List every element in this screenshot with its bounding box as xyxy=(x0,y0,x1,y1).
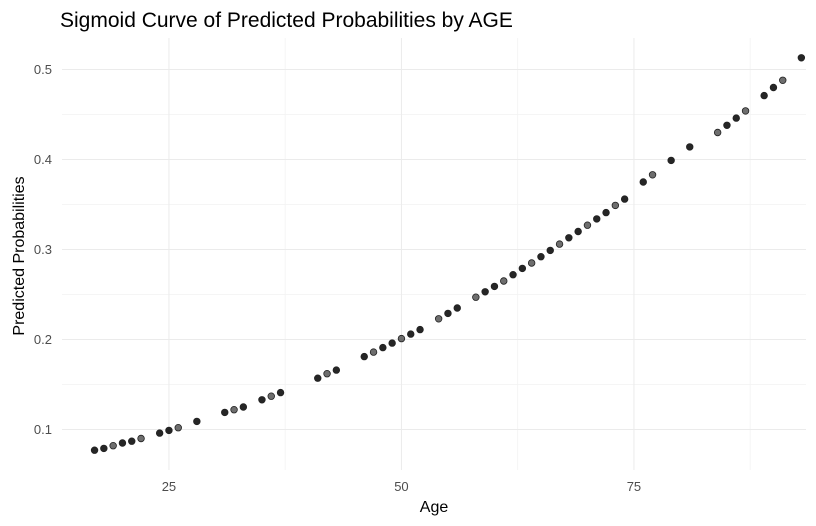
data-point xyxy=(109,442,117,450)
data-point xyxy=(527,259,536,267)
data-point xyxy=(128,437,136,445)
data-point xyxy=(100,444,108,453)
data-point xyxy=(574,227,582,236)
y-tick-label: 0.2 xyxy=(34,332,52,347)
data-point xyxy=(267,392,275,400)
data-point xyxy=(741,107,750,115)
y-tick-label: 0.3 xyxy=(34,242,52,257)
data-point xyxy=(565,234,573,242)
data-point xyxy=(193,417,201,426)
data-point xyxy=(174,424,182,432)
data-point xyxy=(416,325,424,334)
data-point xyxy=(490,282,499,291)
data-point xyxy=(537,253,545,261)
y-tick-label: 0.4 xyxy=(34,152,52,167)
y-axis-title: Predicted Probabilities xyxy=(11,176,28,335)
tick-labels: 25 50 75 0.1 0.2 0.3 0.4 0.5 xyxy=(34,62,641,494)
data-point xyxy=(555,240,564,248)
data-point xyxy=(648,171,657,179)
data-point xyxy=(797,54,806,62)
data-points xyxy=(90,54,806,454)
data-point xyxy=(397,334,406,343)
data-point xyxy=(713,128,722,137)
data-point xyxy=(314,374,322,382)
data-point xyxy=(667,156,675,165)
data-point xyxy=(760,91,768,100)
data-point xyxy=(434,315,443,323)
data-point xyxy=(593,215,601,223)
data-point xyxy=(472,293,480,301)
x-tick-label: 25 xyxy=(162,479,176,494)
y-tick-label: 0.5 xyxy=(34,62,52,77)
data-point xyxy=(732,114,740,122)
x-tick-label: 50 xyxy=(394,479,408,494)
data-point xyxy=(546,246,554,255)
data-point xyxy=(369,348,378,356)
data-point xyxy=(258,396,266,404)
data-point xyxy=(230,406,238,414)
data-point xyxy=(518,264,527,273)
chart-title: Sigmoid Curve of Predicted Probabilities… xyxy=(60,9,513,32)
data-point xyxy=(221,408,229,417)
data-point xyxy=(611,201,620,210)
data-point xyxy=(332,366,341,374)
data-point xyxy=(379,343,387,352)
data-point xyxy=(239,403,248,411)
data-point xyxy=(583,221,592,229)
data-point xyxy=(779,76,787,84)
data-point xyxy=(444,309,452,318)
data-point xyxy=(360,352,368,361)
grid-lines xyxy=(62,38,806,470)
data-point xyxy=(323,370,331,378)
x-tick-label: 75 xyxy=(627,479,641,494)
data-point xyxy=(118,439,127,447)
data-point xyxy=(407,330,415,338)
data-point xyxy=(165,426,173,435)
data-point xyxy=(769,83,778,92)
data-point xyxy=(620,195,629,203)
data-point xyxy=(276,388,285,397)
data-point xyxy=(137,434,145,443)
x-axis-title: Age xyxy=(420,499,449,516)
data-point xyxy=(686,143,694,151)
data-point xyxy=(388,339,396,347)
data-point xyxy=(602,208,610,217)
data-point xyxy=(155,429,164,437)
data-point xyxy=(500,277,508,285)
y-tick-label: 0.1 xyxy=(34,422,52,437)
data-point xyxy=(90,446,99,454)
data-point xyxy=(453,304,461,312)
data-point xyxy=(509,271,517,279)
data-point xyxy=(481,288,489,296)
data-point xyxy=(723,121,731,129)
data-point xyxy=(639,178,647,186)
